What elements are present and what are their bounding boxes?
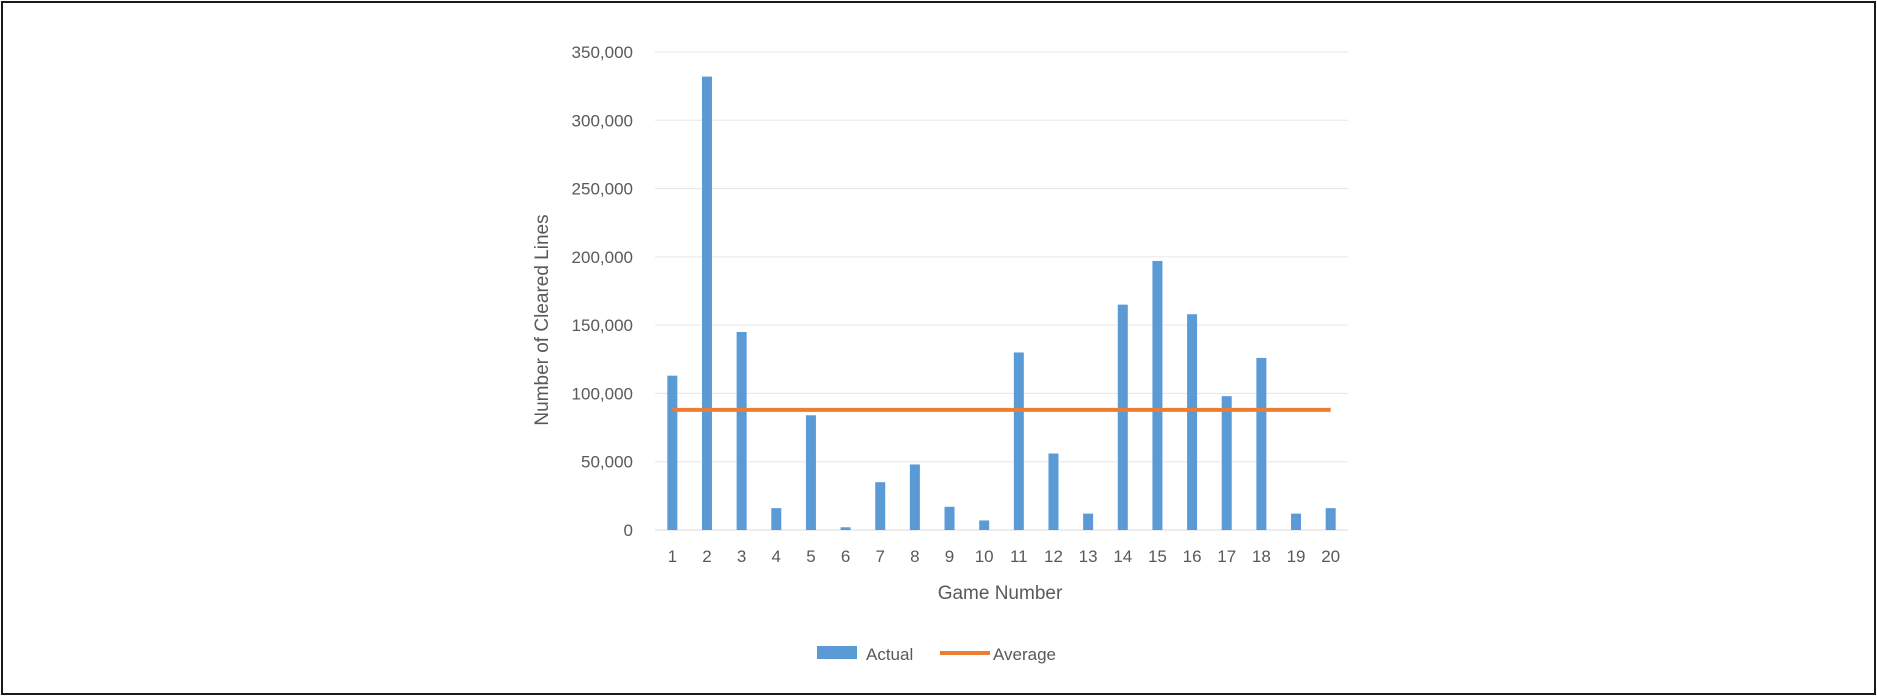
bar-actual	[1013, 352, 1024, 530]
bar-actual	[1152, 260, 1163, 530]
y-tick-label: 350,000	[572, 43, 633, 62]
x-tick-label: 8	[910, 547, 919, 566]
x-tick-label: 16	[1183, 547, 1202, 566]
x-tick-label: 12	[1044, 547, 1063, 566]
bar-actual	[909, 464, 920, 530]
x-tick-label: 2	[702, 547, 711, 566]
y-tick-label: 150,000	[572, 316, 633, 335]
bar-actual	[1083, 513, 1094, 530]
bar-actual	[667, 375, 678, 530]
y-tick-label: 250,000	[572, 180, 633, 199]
x-tick-label: 6	[841, 547, 850, 566]
bar-actual	[805, 415, 816, 530]
y-tick-label: 200,000	[572, 248, 633, 267]
y-tick-label: 100,000	[572, 384, 633, 403]
bar-actual	[840, 527, 851, 530]
bar-actual	[1256, 357, 1267, 530]
x-tick-label: 9	[945, 547, 954, 566]
x-tick-label: 4	[772, 547, 781, 566]
x-tick-label: 20	[1321, 547, 1340, 566]
x-tick-label: 7	[875, 547, 884, 566]
bar-actual	[1048, 453, 1059, 530]
x-tick-label: 1	[668, 547, 677, 566]
bar-actual	[875, 482, 886, 530]
legend-label-actual: Actual	[866, 645, 913, 664]
x-tick-label: 10	[975, 547, 994, 566]
bar-actual	[736, 331, 747, 530]
y-tick-label: 0	[624, 521, 633, 540]
gridlines	[655, 51, 1348, 531]
x-tick-label: 14	[1113, 547, 1132, 566]
legend-swatch-actual	[817, 646, 857, 659]
x-tick-label: 15	[1148, 547, 1167, 566]
x-tick-label: 11	[1010, 547, 1028, 566]
x-tick-label: 3	[737, 547, 746, 566]
x-tick-label: 17	[1217, 547, 1236, 566]
bars-actual	[667, 76, 1336, 530]
legend: Actual Average	[817, 645, 1056, 664]
y-tick-label: 300,000	[572, 111, 633, 130]
bar-actual	[1291, 513, 1302, 530]
bar-actual	[944, 506, 955, 530]
bar-actual	[1325, 508, 1336, 530]
legend-label-average: Average	[993, 645, 1056, 664]
bar-actual	[979, 520, 990, 530]
y-axis-title: Number of Cleared Lines	[532, 214, 553, 425]
bar-actual	[1221, 396, 1232, 530]
bar-actual	[1117, 304, 1128, 530]
y-axis-ticks: 0 50,000 100,000 150,000 200,000 250,000 300,0…	[572, 43, 633, 540]
bar-actual	[771, 508, 782, 530]
x-tick-label: 18	[1252, 547, 1271, 566]
x-tick-label: 19	[1287, 547, 1306, 566]
x-tick-label: 5	[806, 547, 815, 566]
bar-actual	[701, 76, 712, 530]
x-tick-label: 13	[1079, 547, 1098, 566]
x-axis-ticks: 1 2 3 4 5 6 7 8 9 10 11 12 13 14 15 16 17 18 19 20	[668, 547, 1341, 566]
x-axis-title: Game Number	[938, 583, 1063, 604]
y-tick-label: 50,000	[581, 453, 633, 472]
bar-actual	[1187, 314, 1198, 530]
